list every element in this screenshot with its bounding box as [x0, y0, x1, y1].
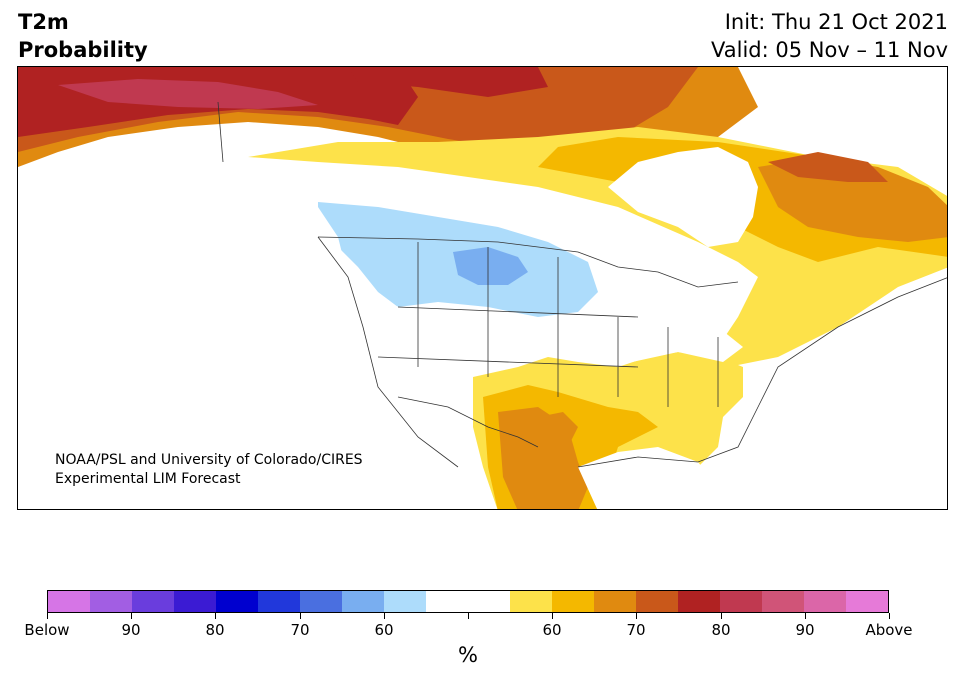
forecast-map: NOAA/PSL and University of Colorado/CIRE…: [17, 66, 948, 510]
colorbar-tick: [889, 613, 890, 619]
colorbar-segment: [678, 591, 720, 612]
alaska-border: [217, 101, 224, 163]
colorbar-tick-label: 70: [290, 621, 310, 639]
us-mexico-border: [397, 396, 539, 448]
colorbar-segment: [468, 591, 510, 612]
colorbar-segment: [90, 591, 132, 612]
colorbar-tick: [636, 613, 637, 619]
texas-orange: [538, 412, 578, 447]
probability-shading: [18, 67, 947, 509]
colorbar-segment: [552, 591, 594, 612]
colorbar-segment: [342, 591, 384, 612]
colorbar-tick: [721, 613, 722, 619]
colorbar-tick: [805, 613, 806, 619]
colorbar-segment: [804, 591, 846, 612]
map-title: T2m Probability: [18, 8, 148, 64]
colorbar-tick-label: Above: [865, 621, 913, 639]
pacific-ocean: [18, 167, 467, 509]
colorbar-tick: [384, 613, 385, 619]
maritimes-orange: [758, 157, 947, 242]
credit-text: NOAA/PSL and University of Colorado/CIRE…: [55, 451, 363, 489]
colorbar-tick-label: 70: [626, 621, 646, 639]
atlantic-ocean: [748, 297, 947, 509]
colorbar-segment: [174, 591, 216, 612]
colorbar-tick-label: 80: [711, 621, 731, 639]
colorbar-tick: [131, 613, 132, 619]
colorbar-tick: [47, 613, 48, 619]
state-lines: [377, 242, 719, 407]
credit-line-2: Experimental LIM Forecast: [55, 471, 241, 487]
political-boundaries: [217, 101, 947, 468]
colorbar-segment: [762, 591, 804, 612]
colorbar-segment: [636, 591, 678, 612]
alaska-warm-top: [58, 79, 318, 109]
colorbar-tick-label: Below: [24, 621, 70, 639]
title-type: Probability: [18, 38, 148, 62]
credit-line-1: NOAA/PSL and University of Colorado/CIRE…: [55, 452, 363, 468]
colorbar-unit: %: [458, 643, 478, 667]
neutral-plains: [363, 297, 743, 377]
colorbar-segment: [720, 591, 762, 612]
colorbar-segment: [426, 591, 468, 612]
coastline: [317, 236, 947, 468]
colorbar-tick-label: 80: [205, 621, 225, 639]
colorbar-segment: [216, 591, 258, 612]
title-variable: T2m: [18, 10, 69, 34]
probability-colorbar: [47, 590, 889, 613]
us-canada-border: [317, 236, 739, 288]
colorbar-tick-label: 90: [121, 621, 141, 639]
colorbar-tick-label: 60: [542, 621, 562, 639]
hudson-bay: [608, 147, 758, 247]
maritimes-red: [768, 152, 888, 182]
colorbar-tick: [468, 613, 469, 619]
init-date: Init: Thu 21 Oct 2021: [724, 10, 948, 34]
colorbar-segment: [132, 591, 174, 612]
colorbar-segment: [594, 591, 636, 612]
colorbar-tick: [215, 613, 216, 619]
colorbar-segment: [510, 591, 552, 612]
map-canvas: [18, 67, 947, 509]
colorbar-tick-label: 60: [374, 621, 394, 639]
colorbar-segment: [258, 591, 300, 612]
forecast-dates: Init: Thu 21 Oct 2021 Valid: 05 Nov – 11…: [711, 8, 948, 64]
colorbar-segment: [48, 591, 90, 612]
colorbar-segment: [384, 591, 426, 612]
colorbar-tick: [552, 613, 553, 619]
colorbar-segment: [300, 591, 342, 612]
cold-blue: [453, 247, 528, 285]
valid-range: Valid: 05 Nov – 11 Nov: [711, 38, 948, 62]
gulf-of-mexico: [578, 447, 718, 509]
arctic-islands: [348, 67, 548, 97]
colorbar-tick-label: 90: [795, 621, 815, 639]
colorbar-segment: [846, 591, 888, 612]
colorbar-tick: [300, 613, 301, 619]
